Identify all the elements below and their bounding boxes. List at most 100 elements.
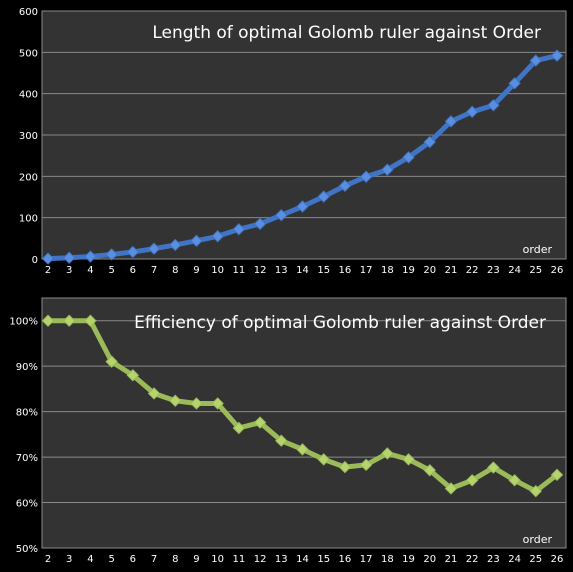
- length-chart-title: Length of optimal Golomb ruler against O…: [152, 23, 541, 43]
- efficiency-data-point: [169, 394, 182, 407]
- length-x-tick-label: 4: [87, 265, 93, 276]
- length-x-tick-label: 26: [551, 265, 564, 276]
- length-x-tick-label: 6: [130, 265, 136, 276]
- efficiency-data-point: [317, 453, 330, 466]
- efficiency-x-axis-label: order: [523, 533, 553, 546]
- efficiency-chart-title: Efficiency of optimal Golomb ruler again…: [134, 313, 546, 333]
- efficiency-x-tick-label: 15: [317, 554, 330, 565]
- length-y-tick-labels: 0 100 200 300 400 500 600: [19, 7, 38, 266]
- efficiency-y-tick-label: 80%: [16, 408, 38, 419]
- length-y-tick-label: 400: [19, 90, 38, 101]
- length-y-tick-label: 100: [19, 214, 38, 225]
- efficiency-x-tick-label: 17: [360, 554, 373, 565]
- efficiency-data-point: [338, 460, 352, 474]
- length-data-point: [529, 54, 542, 67]
- length-y-tick-label: 200: [19, 172, 38, 183]
- efficiency-data-point: [465, 474, 479, 487]
- efficiency-data-point: [529, 484, 542, 498]
- length-data-point: [296, 200, 309, 213]
- length-data-point: [190, 234, 203, 248]
- efficiency-x-tick-label: 9: [193, 554, 199, 565]
- efficiency-series-markers: [41, 314, 564, 498]
- length-data-point: [211, 230, 224, 243]
- efficiency-data-point: [232, 421, 246, 435]
- length-data-point: [63, 251, 76, 264]
- efficiency-data-point: [550, 468, 564, 482]
- length-x-tick-labels: 2 3 4 5 6 7 8 9 10 11 12 13 14 15 16 17 18 19 20 21 22 23 24 25…: [45, 265, 564, 276]
- efficiency-x-tick-label: 24: [508, 554, 521, 565]
- length-data-point: [381, 163, 394, 176]
- efficiency-x-tick-label: 12: [254, 554, 267, 565]
- efficiency-y-tick-label: 70%: [16, 453, 38, 464]
- efficiency-data-point: [253, 416, 267, 429]
- length-data-point: [126, 245, 140, 259]
- length-data-point: [402, 151, 415, 164]
- length-x-tick-label: 2: [45, 265, 51, 276]
- efficiency-data-point: [508, 474, 521, 487]
- length-x-tick-label: 13: [275, 265, 288, 276]
- efficiency-x-tick-label: 21: [445, 554, 458, 565]
- length-x-tick-label: 5: [108, 265, 114, 276]
- efficiency-data-point: [423, 464, 436, 477]
- efficiency-x-tick-label: 19: [402, 554, 415, 565]
- length-data-point: [508, 77, 521, 90]
- efficiency-data-point: [105, 355, 118, 368]
- length-series-markers: [41, 49, 564, 265]
- efficiency-y-tick-label: 90%: [16, 362, 38, 373]
- efficiency-y-tick-label: 60%: [16, 499, 38, 510]
- length-data-point: [84, 250, 97, 263]
- length-y-tick-label: 300: [19, 131, 38, 142]
- efficiency-x-tick-label: 10: [211, 554, 224, 565]
- length-x-tick-label: 12: [254, 265, 267, 276]
- length-x-tick-label: 3: [66, 265, 72, 276]
- efficiency-y-tick-label: 50%: [16, 544, 38, 555]
- length-x-tick-label: 8: [172, 265, 178, 276]
- length-x-tick-label: 22: [466, 265, 479, 276]
- efficiency-x-tick-label: 14: [296, 554, 309, 565]
- length-x-tick-label: 9: [193, 265, 199, 276]
- length-gridlines: [42, 10, 566, 260]
- length-x-tick-label: 19: [402, 265, 415, 276]
- efficiency-x-tick-label: 16: [339, 554, 352, 565]
- efficiency-x-tick-label: 6: [130, 554, 136, 565]
- length-data-point: [423, 135, 436, 149]
- efficiency-data-point: [402, 453, 415, 466]
- length-data-point: [550, 49, 564, 62]
- efficiency-data-point: [84, 314, 97, 327]
- efficiency-x-tick-label: 11: [233, 554, 246, 565]
- efficiency-x-tick-label: 8: [172, 554, 178, 565]
- efficiency-y-tick-labels: 50% 60% 70% 80% 90% 100%: [9, 317, 38, 555]
- efficiency-plot-area: [41, 297, 567, 549]
- length-x-tick-label: 20: [423, 265, 436, 276]
- length-x-tick-label: 14: [296, 265, 309, 276]
- efficiency-data-point: [487, 461, 500, 474]
- length-x-tick-label: 21: [445, 265, 458, 276]
- efficiency-data-point: [63, 314, 76, 327]
- length-y-tick-label: 500: [19, 48, 38, 59]
- efficiency-data-point: [381, 447, 394, 460]
- efficiency-x-tick-label: 18: [381, 554, 394, 565]
- length-x-tick-label: 15: [317, 265, 330, 276]
- length-data-point: [338, 179, 352, 193]
- length-data-point: [444, 115, 458, 128]
- length-x-tick-label: 17: [360, 265, 373, 276]
- efficiency-x-tick-label: 3: [66, 554, 72, 565]
- efficiency-x-tick-label: 25: [529, 554, 542, 565]
- efficiency-x-tick-label: 2: [45, 554, 51, 565]
- efficiency-x-tick-label: 26: [551, 554, 564, 565]
- efficiency-chart: 50%60%70%80%90%100% 2 3 4 5 6 7 8 9 10 11 12 13 14 15…: [9, 297, 567, 565]
- efficiency-x-tick-label: 22: [466, 554, 479, 565]
- length-data-point: [465, 105, 479, 119]
- efficiency-y-tick-label: 100%: [9, 317, 38, 328]
- length-data-point: [105, 248, 118, 261]
- length-x-tick-label: 23: [487, 265, 500, 276]
- length-data-point: [487, 99, 500, 112]
- efficiency-data-point: [211, 397, 224, 410]
- length-x-tick-label: 10: [211, 265, 224, 276]
- efficiency-x-tick-label: 4: [87, 554, 93, 565]
- length-x-tick-label: 25: [529, 265, 542, 276]
- efficiency-data-point: [296, 443, 309, 456]
- efficiency-data-point: [190, 397, 203, 410]
